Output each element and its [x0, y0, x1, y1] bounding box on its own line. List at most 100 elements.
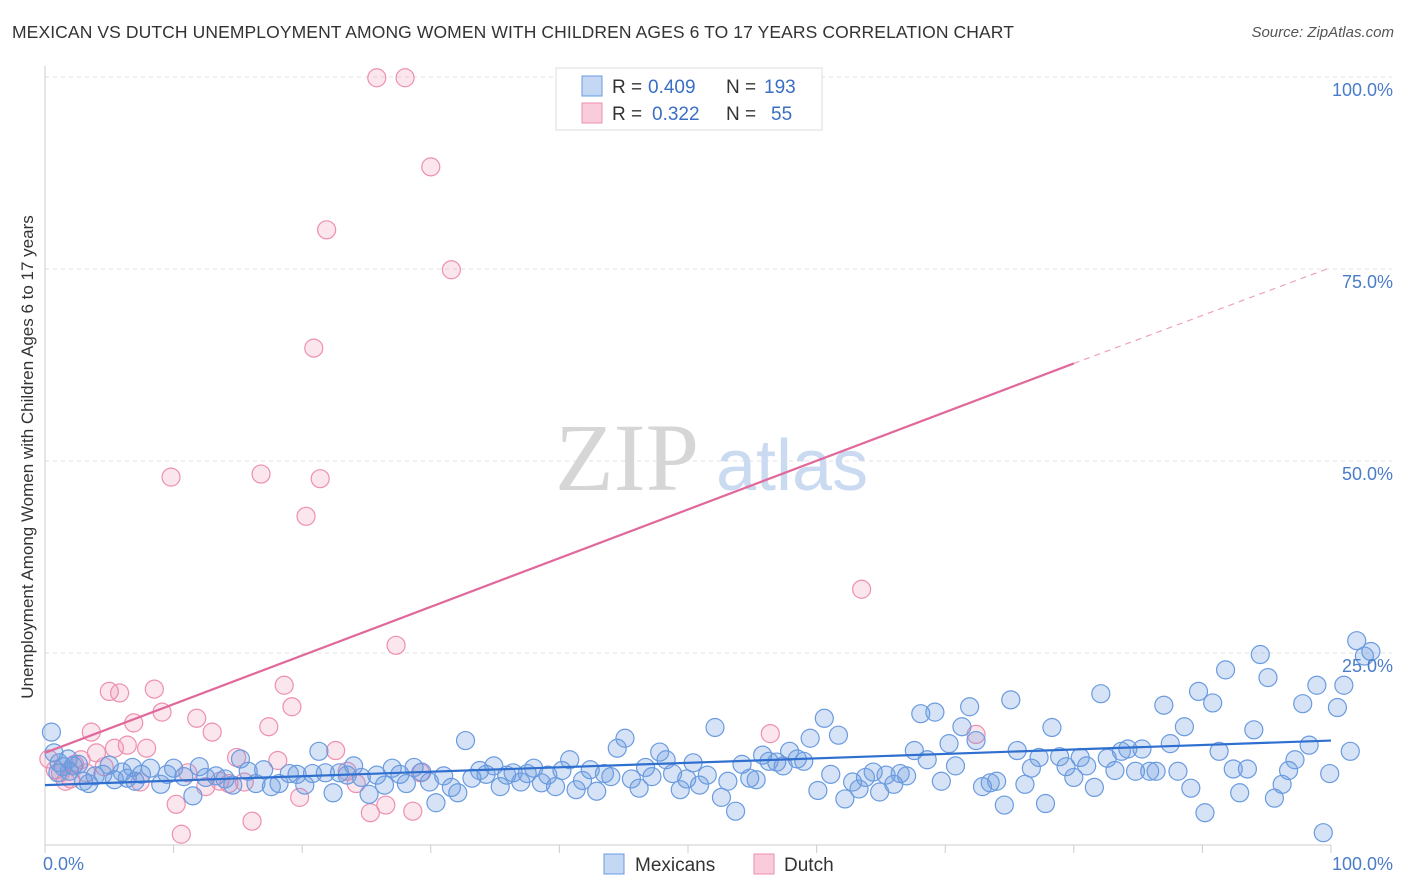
legend: Mexicans Dutch [603, 853, 834, 876]
mexicans-point-95 [711, 787, 732, 807]
mexicans-point-124 [911, 704, 931, 724]
mexicans-point-140 [1021, 758, 1041, 778]
mexicans-point-56 [441, 777, 461, 798]
mexicans-point-129 [945, 756, 966, 776]
mexicans-point-57 [448, 783, 468, 803]
mexicans-point-70 [538, 765, 558, 785]
y-tick-label-1: 50.0% [1342, 464, 1393, 484]
dutch-point-50 [403, 801, 423, 821]
mexicans-point-162 [1174, 717, 1194, 737]
mexicans-point-142 [1035, 793, 1056, 814]
mexicans-point-45 [359, 784, 379, 804]
mexicans-point-17 [140, 758, 161, 778]
legend-label-mexicans: Mexicans [635, 855, 715, 876]
dutch-point-23 [178, 763, 198, 783]
mexicans-point-113 [835, 789, 855, 809]
dutch-point-41 [317, 220, 337, 240]
mexicans-point-24 [196, 767, 216, 788]
mexicans-point-156 [1132, 739, 1152, 759]
stats-r-mexicans: 0.409 [648, 77, 696, 98]
mexicans-point-170 [1230, 783, 1250, 803]
mexicans-point-172 [1244, 720, 1264, 740]
dutch-point-14 [117, 735, 137, 755]
mexicans-point-182 [1313, 823, 1333, 843]
mexicans-point-93 [697, 765, 717, 785]
mexicans-point-31 [254, 760, 274, 780]
stats-swatch-mexicans [581, 75, 603, 97]
mexicans-point-23 [189, 757, 209, 777]
mexicans-point-39 [315, 763, 335, 783]
mexicans-point-29 [238, 761, 258, 781]
dutch-point-18 [144, 679, 164, 699]
mexicans-point-0 [41, 722, 62, 742]
mexicans-point-128 [939, 734, 959, 754]
mexicans-point-131 [960, 697, 980, 717]
mexicans-trend-line [44, 739, 1332, 787]
mexicans-point-177 [1278, 760, 1299, 781]
mexicans-point-108 [800, 728, 820, 748]
dutch-point-55 [852, 579, 872, 599]
mexicans-point-186 [1340, 741, 1360, 761]
mexicans-point-185 [1334, 675, 1354, 695]
dutch-point-42 [326, 740, 346, 761]
mexicans-point-59 [462, 768, 482, 788]
dutch-point-47 [376, 795, 396, 815]
dutch-point-13 [109, 683, 130, 703]
mexicans-point-183 [1320, 763, 1340, 784]
dutch-point-35 [274, 675, 294, 695]
mexicans-point-88 [662, 763, 683, 784]
stats-swatch-dutch [581, 102, 603, 124]
dutch-point-52 [421, 157, 441, 177]
dutch-point-53 [441, 260, 461, 280]
mexicans-point-107 [794, 751, 814, 771]
mexicans-point-171 [1237, 759, 1258, 779]
stats-r-label-2: R = [612, 104, 642, 125]
stats-r-label: R = [612, 77, 642, 98]
mexicans-point-109 [808, 780, 828, 801]
mexicans-point-144 [1050, 747, 1070, 767]
dutch-point-24 [187, 708, 207, 728]
chart-title: MEXICAN VS DUTCH UNEMPLOYMENT AMONG WOME… [12, 22, 1014, 42]
dutch-point-54 [760, 724, 780, 744]
mexicans-point-159 [1154, 695, 1174, 715]
mexicans-point-80 [607, 738, 627, 758]
mexicans-point-71 [545, 777, 566, 797]
trend-lines [44, 266, 1332, 787]
mexicans-point-164 [1188, 681, 1209, 702]
y-axis-label: Unemployment Among Women with Children A… [18, 215, 37, 699]
mexicans-point-160 [1160, 734, 1180, 754]
mexicans-point-148 [1077, 756, 1097, 776]
mexicans-point-100 [746, 770, 766, 790]
x-tick-labels: 0.0% 100.0% [43, 854, 1393, 874]
axes [44, 66, 1332, 853]
x-tick-label-0: 0.0% [43, 854, 84, 874]
mexicans-point-187 [1347, 631, 1367, 651]
dutch-point-39 [304, 338, 324, 358]
mexicans-point-18 [151, 774, 171, 794]
mexicans-point-22 [183, 786, 203, 806]
mexicans-point-83 [629, 778, 649, 798]
mexicans-point-135 [987, 771, 1007, 791]
mexicans-point-179 [1293, 694, 1313, 714]
stats-r-dutch: 0.322 [652, 104, 700, 125]
dutch-point-46 [367, 68, 387, 88]
mexicans-point-155 [1125, 761, 1146, 781]
dutch-point-33 [259, 717, 279, 737]
mexicans-point-63 [490, 777, 510, 797]
mexicans-point-112 [828, 725, 849, 745]
mexicans-point-158 [1146, 761, 1166, 781]
watermark: ZIP atlas [555, 404, 868, 511]
dutch-point-21 [166, 794, 186, 814]
mexicans-point-9 [85, 766, 105, 786]
dutch-point-36 [282, 697, 302, 717]
dutch-trend-extension [1073, 266, 1332, 365]
mexicans-point-81 [615, 728, 635, 748]
legend-swatch-dutch [753, 853, 775, 875]
mexicans-point-161 [1168, 761, 1188, 781]
mexicans-point-92 [689, 775, 710, 795]
mexicans-point-77 [587, 781, 607, 801]
mexicans-point-166 [1203, 693, 1223, 713]
mexicans-point-167 [1209, 741, 1229, 761]
mexicans-point-28 [230, 749, 251, 769]
dutch-point-11 [99, 681, 119, 702]
